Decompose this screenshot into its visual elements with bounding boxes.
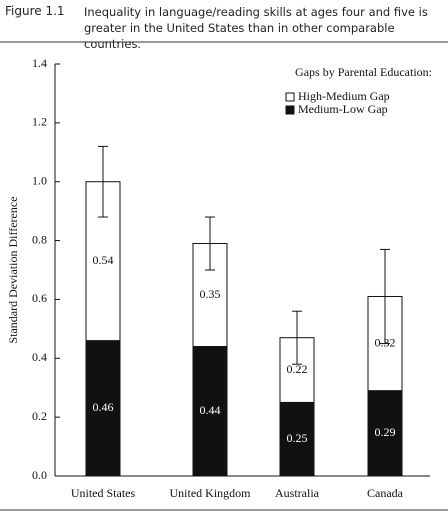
y-tick-label: 0.2 [32,409,47,423]
y-tick-label: 0.6 [32,291,47,305]
y-axis-label: Standard Deviation Difference [6,196,20,343]
value-label: 0.22 [287,362,308,376]
figure-label: Figure 1.1 [5,4,65,18]
y-tick-label: 1.2 [32,115,47,129]
y-tick-label: 0.8 [32,232,47,246]
legend-swatch [285,92,295,102]
y-tick-label: 1.4 [32,56,47,70]
chart-title: Inequality in language/reading skills at… [84,5,428,51]
bar-segment [192,346,228,477]
x-tick-label: United States [71,486,136,500]
bar-segment [192,243,228,348]
y-tick-label: 0.0 [32,468,47,482]
legend-label: High-Medium Gap [298,89,390,103]
x-tick-label: Australia [275,486,320,500]
value-label: 0.46 [93,400,114,414]
x-tick-label: United Kingdom [170,486,252,500]
legend-swatch [285,105,295,115]
legend-title: Gaps by Parental Education: [295,65,432,79]
value-label: 0.54 [93,253,114,267]
legend-label: Medium-Low Gap [298,102,388,116]
y-tick-label: 0.4 [32,350,47,364]
y-tick-label: 1.0 [32,173,47,187]
value-label: 0.35 [200,287,221,301]
value-label: 0.44 [200,403,221,417]
x-tick-label: Canada [367,486,404,500]
value-label: 0.25 [287,431,308,445]
bar-segment [85,340,121,477]
bar-segment [367,390,403,477]
value-label: 0.29 [375,425,396,439]
